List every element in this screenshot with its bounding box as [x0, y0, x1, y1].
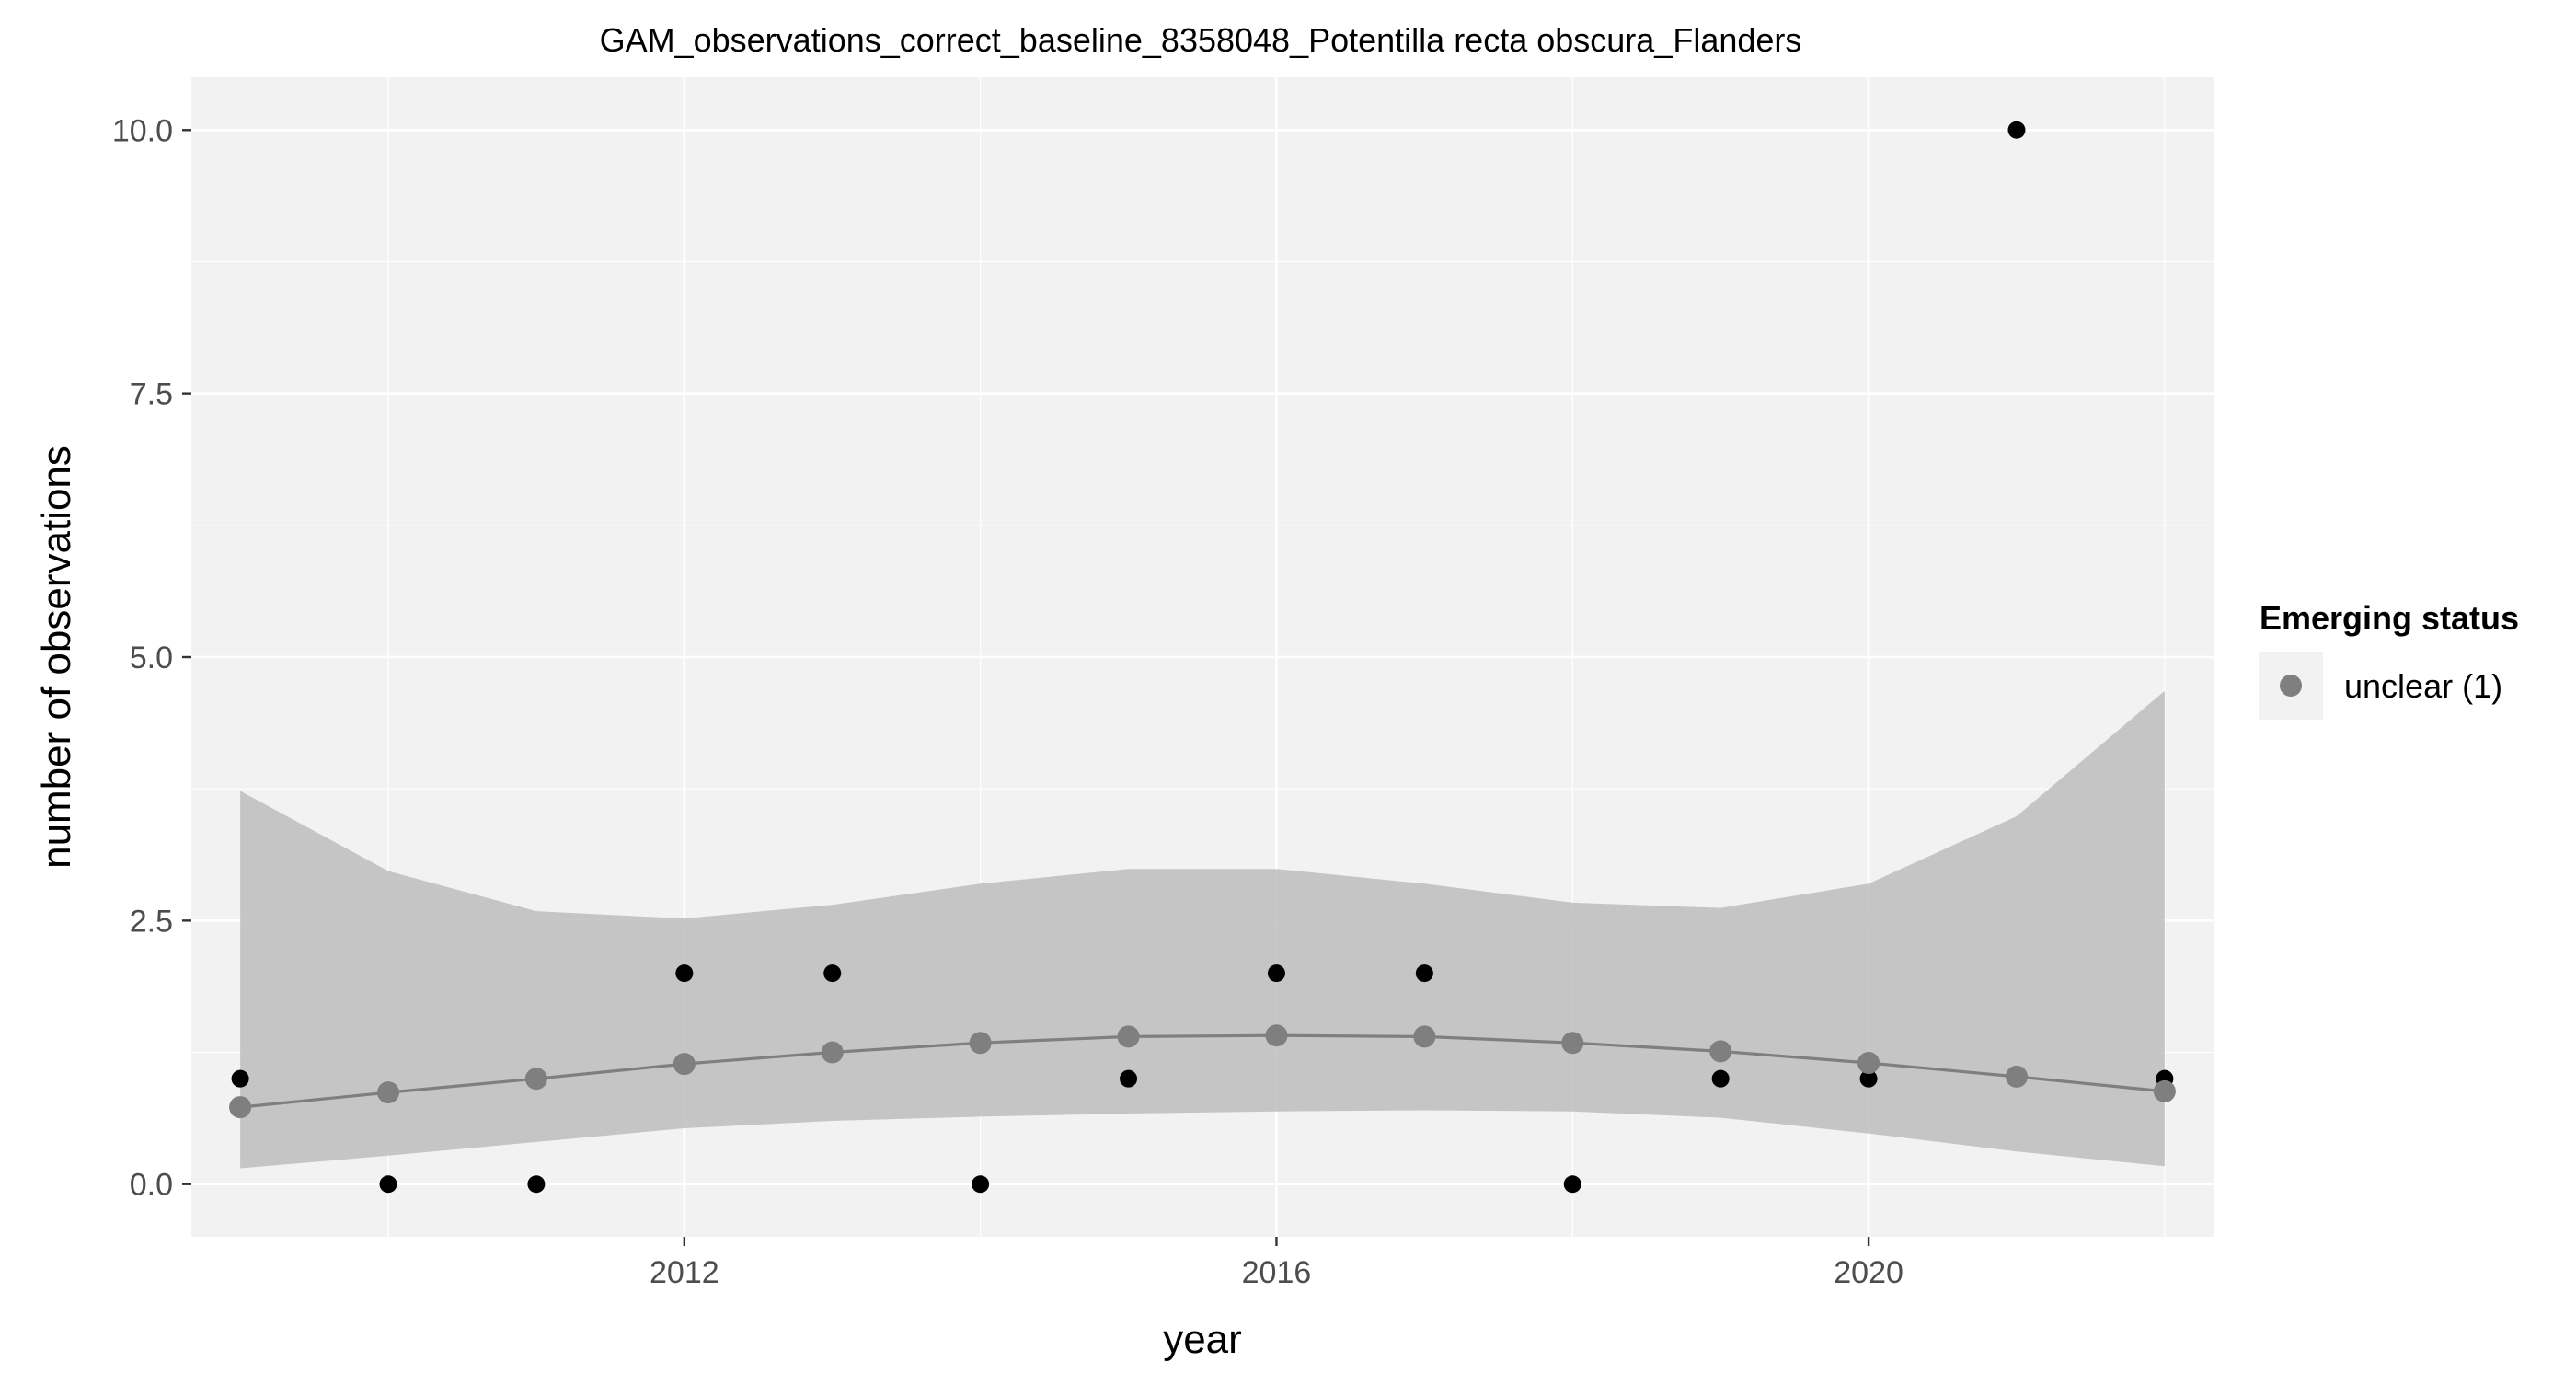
chart-title: GAM_observations_correct_baseline_835804…	[600, 21, 1802, 59]
fit-point	[229, 1096, 252, 1119]
y-tick-label: 0.0	[130, 1168, 173, 1203]
x-tick-label: 2016	[1242, 1255, 1312, 1290]
observation-point	[231, 1069, 249, 1088]
fit-point	[1265, 1024, 1288, 1047]
observation-points-layer	[231, 121, 2174, 1194]
observation-point	[1563, 1175, 1581, 1194]
fit-point	[969, 1032, 992, 1055]
y-axis: 0.0 2.5 5.0 7.5 10.0	[112, 113, 191, 1203]
observation-point	[1120, 1069, 1138, 1088]
legend: Emerging status unclear (1)	[2259, 599, 2519, 720]
observation-point	[972, 1175, 990, 1194]
observation-point	[823, 964, 842, 983]
fit-point	[673, 1053, 696, 1076]
fit-point	[2005, 1065, 2028, 1088]
observation-point	[1859, 1069, 1878, 1088]
fit-point	[1561, 1032, 1584, 1055]
x-tick-label: 2020	[1834, 1255, 1903, 1290]
fit-point	[524, 1068, 547, 1091]
y-tick-label: 7.5	[130, 377, 173, 412]
fit-point	[1857, 1052, 1880, 1074]
fit-point	[1709, 1040, 1732, 1063]
fit-point	[2153, 1079, 2176, 1102]
observation-point	[1267, 964, 1285, 983]
observation-point	[527, 1175, 546, 1194]
observation-point	[1415, 964, 1433, 983]
observation-point	[2007, 121, 2026, 139]
legend-entry-label: unclear (1)	[2344, 667, 2502, 705]
legend-key-point	[2280, 675, 2302, 697]
observation-point	[675, 964, 694, 983]
fit-points-layer	[229, 1024, 2176, 1119]
fit-line	[239, 1033, 2166, 1109]
x-axis: 2012 2016 2020	[650, 1237, 1903, 1290]
fit-point	[1413, 1025, 1436, 1048]
fit-line-layer	[239, 1033, 2166, 1109]
observation-point	[1711, 1069, 1730, 1088]
fit-point	[821, 1041, 844, 1064]
fit-point	[377, 1081, 400, 1104]
y-tick-label: 5.0	[130, 641, 173, 675]
y-tick-label: 2.5	[130, 904, 173, 939]
y-tick-label: 10.0	[112, 113, 173, 148]
x-axis-label: year	[1163, 1317, 1242, 1362]
fit-point	[1117, 1025, 1140, 1048]
y-axis-label: number of observations	[34, 445, 79, 869]
legend-title: Emerging status	[2260, 599, 2519, 637]
observation-point	[379, 1175, 397, 1194]
x-tick-label: 2012	[650, 1255, 719, 1290]
